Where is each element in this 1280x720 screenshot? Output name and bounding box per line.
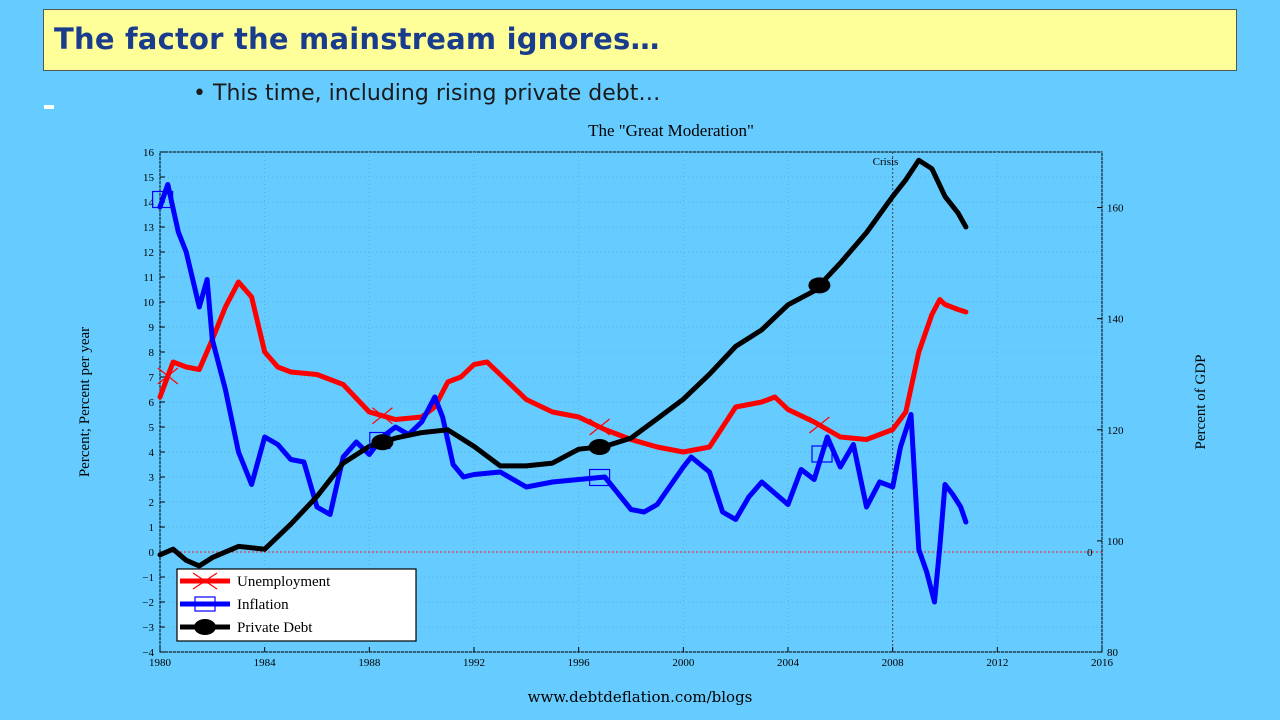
unemployment-marker <box>809 416 830 434</box>
series-line-private-debt <box>157 157 969 569</box>
x-tick-label: 2016 <box>1091 657 1114 669</box>
y-tick-label: 13 <box>143 222 155 234</box>
y-tick-label: 8 <box>149 347 155 359</box>
y-tick-label: 16 <box>143 147 155 159</box>
legend-label: Inflation <box>237 597 289 613</box>
legend-label: Unemployment <box>237 574 331 590</box>
x-tick-label: 2004 <box>777 657 800 669</box>
y2-tick-label: 100 <box>1107 536 1124 548</box>
inflation-marker <box>152 190 174 209</box>
legend-marker-ellipse <box>194 619 216 635</box>
x-tick-label: 1996 <box>568 657 591 669</box>
y-tick-label: −4 <box>142 647 154 659</box>
title-box: The factor the mainstream ignores… <box>43 9 1237 71</box>
y-tick-label: 9 <box>149 322 155 334</box>
unemployment-marker <box>372 407 393 425</box>
x-tick-label: 1988 <box>358 657 381 669</box>
y-tick-label: 12 <box>143 247 154 259</box>
crisis-annotation: Crisis <box>873 156 899 168</box>
inflation-marker <box>811 445 833 463</box>
y-tick-label: 7 <box>149 372 155 384</box>
bullet-dot-icon: • <box>193 81 206 106</box>
unemployment-marker <box>157 367 179 385</box>
footer-url: www.debtdeflation.com/blogs <box>527 688 753 706</box>
chart-title: The "Great Moderation" <box>588 121 754 140</box>
slide-dash-mark <box>44 105 54 109</box>
legend-marker-square <box>194 596 216 612</box>
y-tick-label: 15 <box>143 172 155 184</box>
y-tick-label: −3 <box>142 622 154 634</box>
y-tick-label: 6 <box>149 397 155 409</box>
y-tick-label: −1 <box>142 572 154 584</box>
x-tick-label: 2008 <box>882 657 905 669</box>
x-tick-label: 1992 <box>463 657 485 669</box>
x-tick-label: 1980 <box>149 657 172 669</box>
slide-title: The factor the mainstream ignores… <box>54 22 660 56</box>
private-debt-marker <box>808 277 831 294</box>
y2-tick-label: 140 <box>1107 314 1124 326</box>
y-tick-label: 14 <box>143 197 155 209</box>
bullet-text: This time, including rising private debt… <box>213 81 661 106</box>
y-tick-label: 2 <box>149 497 155 509</box>
x-tick-label: 1984 <box>254 657 277 669</box>
y-tick-label: 10 <box>143 297 155 309</box>
bullet-row: • This time, including rising private deb… <box>193 81 660 106</box>
legend-marker-x <box>192 572 218 590</box>
y-tick-label: 11 <box>143 272 154 284</box>
y-tick-label: 0 <box>149 547 155 559</box>
y-axis-label: Percent; Percent per year <box>77 327 93 477</box>
private-debt-marker <box>371 434 394 451</box>
x-tick-label: 2012 <box>986 657 1008 669</box>
y2-tick-label: 120 <box>1107 425 1124 437</box>
y2-zero-label: 0 <box>1087 547 1093 559</box>
y-tick-label: 4 <box>149 447 155 459</box>
chart: Crisis−4−3−2−101234567891011121314151680… <box>77 121 1209 669</box>
y-tick-label: 1 <box>149 522 155 534</box>
unemployment-marker <box>589 418 610 436</box>
x-tick-label: 2000 <box>672 657 695 669</box>
series-line-unemployment <box>157 279 969 455</box>
y2-tick-label: 80 <box>1107 647 1119 659</box>
inflation-marker <box>588 468 611 487</box>
series-line-inflation <box>157 182 969 605</box>
y-tick-label: 5 <box>149 422 155 434</box>
legend-label: Private Debt <box>237 620 313 636</box>
y2-axis-label: Percent of GDP <box>1193 355 1209 450</box>
y2-tick-label: 160 <box>1107 203 1124 215</box>
private-debt-marker <box>588 439 611 455</box>
y-tick-label: −2 <box>142 597 154 609</box>
y-tick-label: 3 <box>149 472 155 484</box>
